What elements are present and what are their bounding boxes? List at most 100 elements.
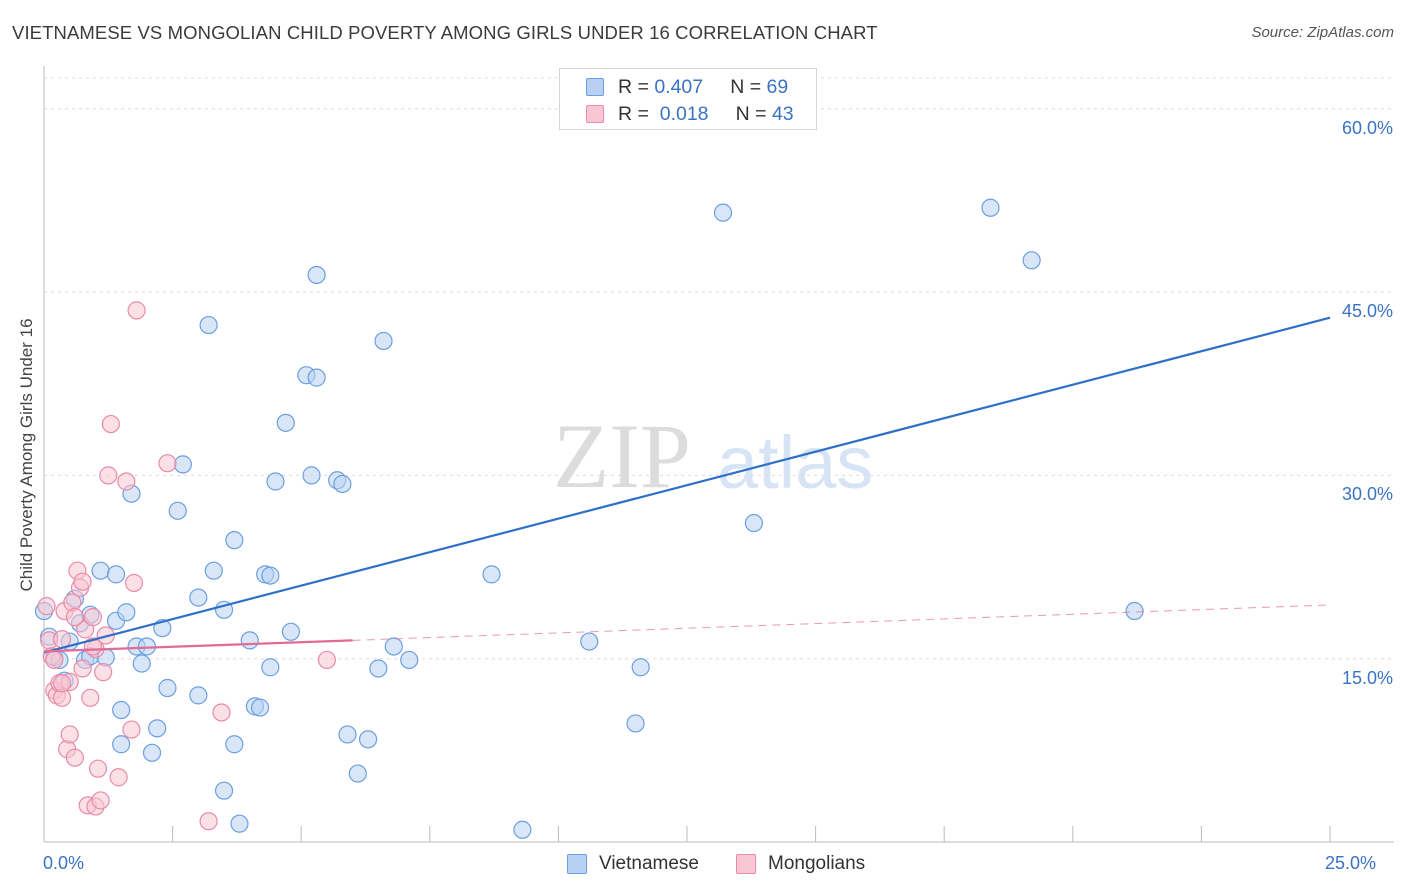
point-mongolians <box>65 608 84 627</box>
y-tick-label: 15.0% <box>1341 667 1393 688</box>
point-vietnamese <box>91 561 110 580</box>
point-vietnamese <box>173 455 192 474</box>
trend-lines <box>43 316 1331 654</box>
correlation-legend: R = 0.407 N = 69 R = 0.018 N = 43 <box>559 68 817 130</box>
point-vietnamese <box>744 513 763 533</box>
point-mongolians <box>60 725 79 744</box>
grid-lines <box>44 77 1394 660</box>
y-tick-label: 45.0% <box>1341 301 1393 322</box>
point-vietnamese <box>482 565 501 584</box>
point-mongolians <box>127 301 146 320</box>
legend-r-value: 0.407 <box>654 76 704 98</box>
y-tick-label: 30.0% <box>1341 484 1393 505</box>
point-mongolians <box>101 414 120 434</box>
point-vietnamese <box>250 698 270 717</box>
point-vietnamese <box>1125 601 1144 621</box>
point-mongolians <box>94 663 113 682</box>
point-mongolians <box>52 674 72 693</box>
point-vietnamese <box>168 501 187 520</box>
point-vietnamese <box>307 368 326 387</box>
point-vietnamese <box>369 659 388 678</box>
bottom-legend-label: Mongolians <box>768 853 866 874</box>
point-vietnamese <box>266 472 285 491</box>
point-mongolians <box>109 768 128 787</box>
point-vietnamese <box>132 654 151 673</box>
trend-extension-mongolians <box>352 604 1331 641</box>
point-vietnamese <box>333 474 352 494</box>
point-vietnamese <box>158 678 177 698</box>
point-vietnamese <box>112 735 131 754</box>
point-vietnamese <box>307 265 326 285</box>
point-mongolians <box>199 812 218 831</box>
point-mongolians <box>158 454 177 473</box>
point-vietnamese <box>1022 251 1041 270</box>
legend-r-label: R = <box>618 76 649 98</box>
point-vietnamese <box>580 632 599 651</box>
point-mongolians <box>65 748 84 767</box>
point-mongolians <box>45 650 64 670</box>
point-mongolians <box>83 608 102 627</box>
bottom-legend-label: Vietnamese <box>599 853 699 874</box>
point-mongolians <box>52 630 72 649</box>
point-vietnamese <box>142 743 162 762</box>
point-mongolians <box>81 688 100 707</box>
point-vietnamese <box>981 198 1000 217</box>
point-mongolians <box>317 650 337 670</box>
legend-n-value: 43 <box>771 103 794 125</box>
bottom-legend-swatch-mongolians <box>736 854 756 874</box>
legend-swatch-vietnamese <box>586 78 604 96</box>
point-vietnamese <box>400 650 419 670</box>
legend-n-label: N = <box>730 76 762 98</box>
point-vietnamese <box>384 637 403 656</box>
bottom-legend-swatch-vietnamese <box>567 854 587 874</box>
point-vietnamese <box>199 315 218 335</box>
point-vietnamese <box>713 203 733 222</box>
legend-r-label: R = <box>618 103 649 125</box>
point-mongolians <box>37 597 56 616</box>
point-vietnamese <box>374 331 393 351</box>
point-mongolians <box>73 659 92 678</box>
source-credit: Source: ZipAtlas.com <box>1251 24 1394 41</box>
chart-title: VIETNAMESE VS MONGOLIAN CHILD POVERTY AM… <box>12 22 878 43</box>
legend-r-value: 0.018 <box>659 103 709 125</box>
point-vietnamese <box>513 820 532 839</box>
point-vietnamese <box>117 603 136 622</box>
point-vietnamese <box>148 719 167 738</box>
point-vietnamese <box>626 714 645 733</box>
point-vietnamese <box>276 413 295 432</box>
point-mongolians <box>122 720 141 739</box>
point-vietnamese <box>240 631 259 650</box>
point-vietnamese <box>225 531 244 550</box>
point-vietnamese <box>338 725 357 744</box>
point-vietnamese <box>112 700 131 720</box>
point-mongolians <box>212 703 231 722</box>
point-vietnamese <box>189 588 208 607</box>
point-vietnamese <box>631 658 650 677</box>
point-mongolians <box>73 572 92 591</box>
watermark-zip: ZIP <box>553 405 691 507</box>
legend-n-label: N = <box>735 103 767 125</box>
point-vietnamese <box>106 565 126 584</box>
point-vietnamese <box>261 566 280 585</box>
legend-n-value: 69 <box>766 76 789 98</box>
point-vietnamese <box>348 764 367 783</box>
point-mongolians <box>99 466 118 485</box>
trend-line-vietnamese <box>43 316 1331 654</box>
axes <box>43 66 1394 843</box>
point-vietnamese <box>225 735 244 754</box>
data-points <box>34 198 1144 839</box>
watermark-atlas: atlas <box>717 421 873 504</box>
point-vietnamese <box>358 730 378 749</box>
point-vietnamese <box>230 814 249 833</box>
point-mongolians <box>88 759 108 778</box>
point-vietnamese <box>302 466 321 485</box>
legend-swatch-mongolians <box>586 105 604 123</box>
point-vietnamese <box>214 781 234 800</box>
point-vietnamese <box>204 561 223 580</box>
point-mongolians <box>124 573 144 593</box>
trend-line-mongolians <box>43 639 353 653</box>
point-vietnamese <box>261 658 280 677</box>
point-vietnamese <box>189 686 208 705</box>
point-vietnamese <box>281 622 301 641</box>
